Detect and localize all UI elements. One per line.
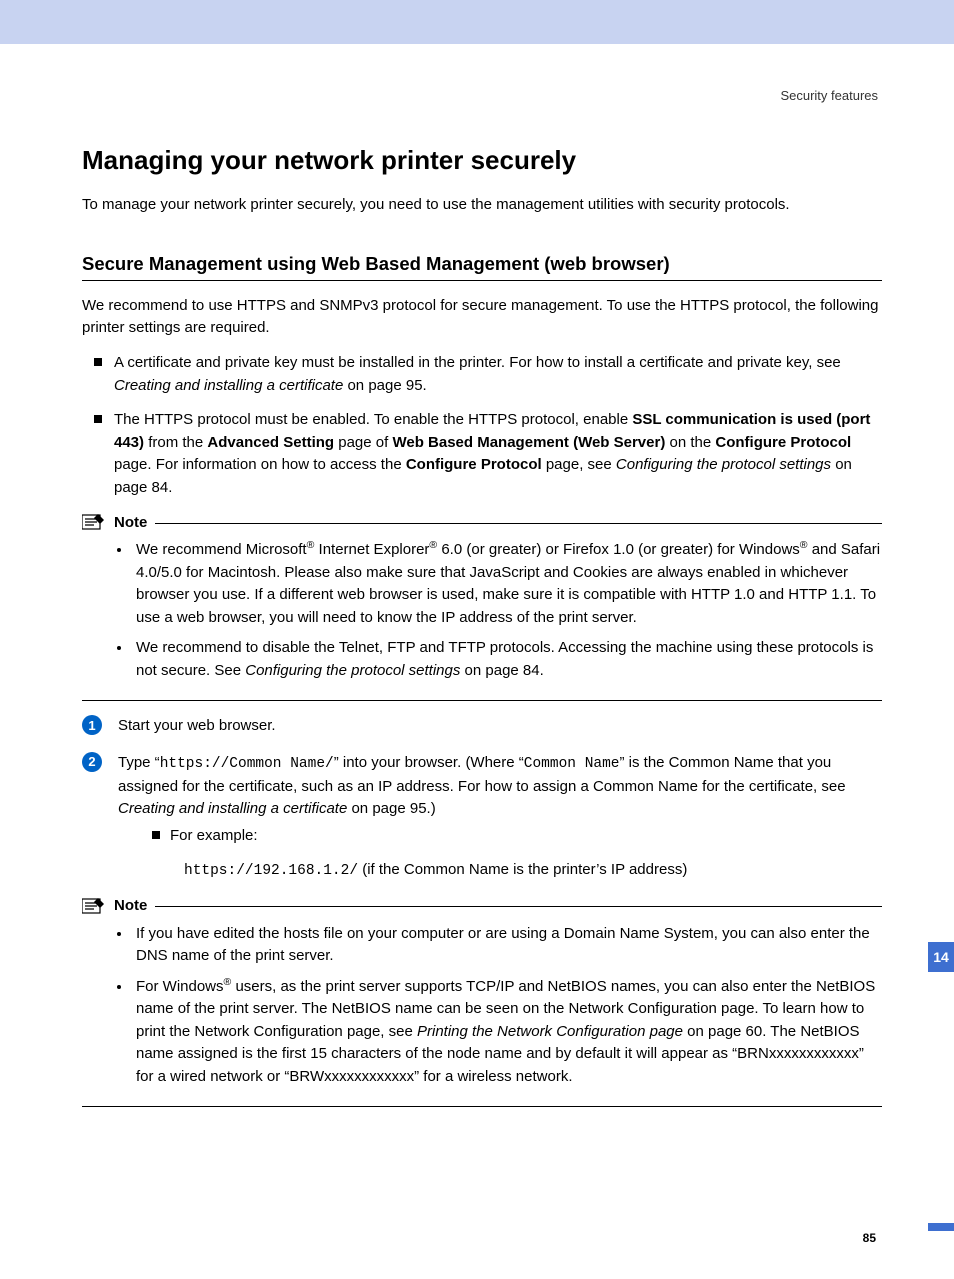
s2-code1: https://Common Name/ [160, 756, 334, 772]
n2i2link: Printing the Network Configuration page [417, 1023, 683, 1040]
step-badge-1: 1 [82, 715, 102, 735]
s2-link: Creating and installing a certificate [118, 800, 347, 817]
example-bullet: For example: [118, 825, 882, 848]
note-icon [82, 513, 106, 531]
intro-paragraph: To manage your network printer securely,… [82, 194, 882, 216]
s2-code2: Common Name [524, 756, 620, 772]
bh-p2: from the [144, 434, 207, 451]
n1i1c: 6.0 (or greater) or Firefox 1.0 (or grea… [437, 541, 800, 558]
bh-b5: Configure Protocol [406, 456, 542, 473]
note-body-1: We recommend Microsoft ® Internet Explore… [82, 531, 882, 696]
page-title: Managing your network printer securely [82, 145, 882, 176]
n1i2b: on page 84. [460, 662, 543, 679]
note1-list: We recommend Microsoft ® Internet Explore… [82, 539, 882, 682]
n1i1b: Internet Explorer [314, 541, 429, 558]
note-line-2 [155, 906, 882, 907]
step-1: 1 Start your web browser. [82, 715, 882, 738]
s2-b: ” into your browser. (Where “ [334, 754, 524, 771]
bh-p3: page of [334, 434, 392, 451]
note-label-2: Note [114, 897, 147, 914]
s2-d: on page 95.) [347, 800, 435, 817]
note-line-1 [155, 523, 882, 524]
note-label-1: Note [114, 514, 147, 531]
n1i1a: We recommend Microsoft [136, 541, 307, 558]
bullet-cert-post: on page 95. [343, 377, 426, 394]
note2-item1: If you have edited the hosts file on you… [132, 923, 882, 968]
step-badge-2: 2 [82, 752, 102, 772]
example-post: (if the Common Name is the printer’s IP … [358, 861, 687, 878]
bh-b3: Web Based Management (Web Server) [392, 434, 665, 451]
example-line: https://192.168.1.2/ (if the Common Name… [118, 859, 882, 883]
note-icon [82, 897, 106, 915]
section-label: Security features [82, 88, 882, 103]
bh-p4: on the [665, 434, 715, 451]
n2i2a: For Windows [136, 978, 224, 995]
s2-a: Type “ [118, 754, 160, 771]
corner-accent [928, 1223, 954, 1231]
note-header-1: Note [82, 513, 882, 531]
note-end-2 [82, 1106, 882, 1107]
reg-3: ® [800, 539, 808, 551]
subheading: Secure Management using Web Based Manage… [82, 252, 882, 276]
step-list: 1 Start your web browser. 2 Type “https:… [82, 715, 882, 883]
step-2: 2 Type “https://Common Name/” into your … [82, 752, 882, 883]
bh-b4: Configure Protocol [715, 434, 851, 451]
bh-p6: page, see [542, 456, 616, 473]
main-bullet-list: A certificate and private key must be in… [82, 352, 882, 499]
example-label: For example: [118, 825, 882, 848]
bh-link: Configuring the protocol settings [616, 456, 831, 473]
bullet-https: The HTTPS protocol must be enabled. To e… [82, 409, 882, 499]
bh-b2: Advanced Setting [207, 434, 334, 451]
step-1-text: Start your web browser. [118, 717, 276, 734]
note2-item2: For Windows® users, as the print server … [132, 976, 882, 1089]
note1-item1: We recommend Microsoft ® Internet Explore… [132, 539, 882, 629]
reg-2: ® [429, 539, 437, 551]
n1i2link: Configuring the protocol settings [245, 662, 460, 679]
side-tab: 14 [928, 942, 954, 972]
note1-item2: We recommend to disable the Telnet, FTP … [132, 637, 882, 682]
note-header-2: Note [82, 897, 882, 915]
bh-p5: page. For information on how to access t… [114, 456, 406, 473]
note-block-1: Note We recommend Microsoft ® Internet Ex… [82, 513, 882, 701]
subheading-rule [82, 280, 882, 281]
bullet-cert-link: Creating and installing a certificate [114, 377, 343, 394]
note-end-1 [82, 700, 882, 701]
note2-list: If you have edited the hosts file on you… [82, 923, 882, 1089]
page-content: Security features Managing your network … [0, 88, 954, 1279]
note-block-2: Note If you have edited the hosts file o… [82, 897, 882, 1108]
bullet-cert: A certificate and private key must be in… [82, 352, 882, 397]
bh-p1: The HTTPS protocol must be enabled. To e… [114, 411, 632, 428]
bullet-cert-pre: A certificate and private key must be in… [114, 354, 841, 371]
page-number: 85 [863, 1231, 876, 1245]
note-body-2: If you have edited the hosts file on you… [82, 915, 882, 1103]
body-para-1: We recommend to use HTTPS and SNMPv3 pro… [82, 295, 882, 339]
example-code: https://192.168.1.2/ [184, 863, 358, 879]
top-band [0, 0, 954, 44]
